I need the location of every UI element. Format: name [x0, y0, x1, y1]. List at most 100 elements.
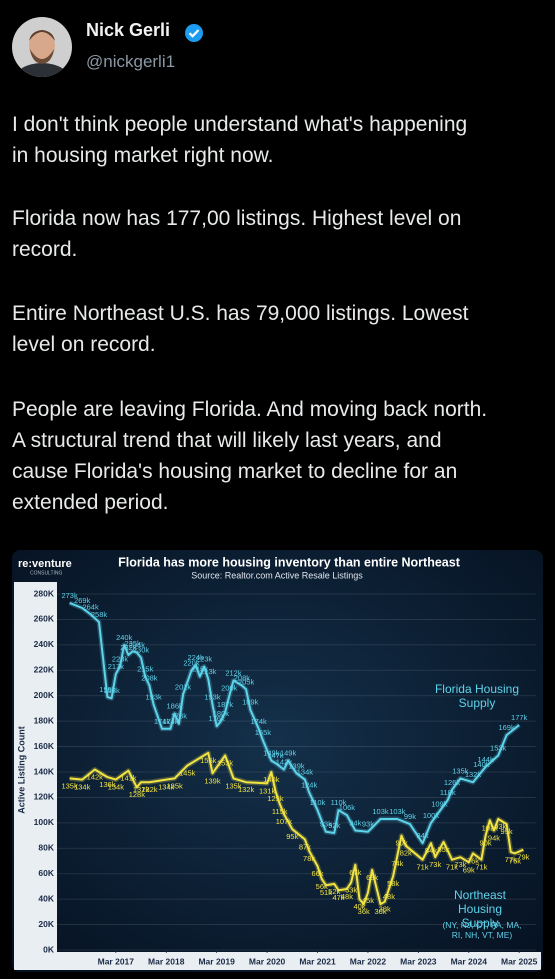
- data-label: 269k: [74, 596, 91, 605]
- series-line: [69, 601, 520, 845]
- data-label: 174k: [154, 717, 171, 726]
- data-label: 153k: [217, 758, 234, 767]
- data-label: 85k: [438, 845, 450, 854]
- x-tick-label: Mar 2023: [400, 956, 437, 966]
- data-label: 52k: [328, 887, 340, 896]
- y-tick-label: 20K: [38, 919, 54, 929]
- data-label: 103k: [389, 807, 406, 816]
- data-label: 48k: [383, 892, 395, 901]
- data-label: 56k: [316, 882, 328, 891]
- data-label: 102k: [482, 823, 499, 832]
- data-label: 135k: [225, 781, 242, 790]
- data-label: 135k: [167, 781, 184, 790]
- logo-sub: CONSULTING: [30, 570, 63, 576]
- data-label: 176k: [209, 714, 226, 723]
- user-name[interactable]: Nick Gerli: [86, 20, 171, 40]
- data-label: 47k: [332, 893, 344, 902]
- data-label: 71k: [446, 863, 458, 872]
- data-label: 103k: [372, 807, 389, 816]
- data-label: 193k: [146, 693, 163, 702]
- data-label: 93k: [362, 820, 374, 829]
- data-label: 155k: [200, 756, 217, 765]
- data-label: 134k: [297, 768, 314, 777]
- data-label: 74k: [391, 859, 403, 868]
- tweet-line: record.: [12, 238, 78, 261]
- data-label: 99k: [404, 812, 416, 821]
- data-label: 232k: [120, 643, 137, 652]
- data-label: 36k: [358, 907, 370, 916]
- data-label: 103k: [490, 822, 507, 831]
- data-label: 139k: [288, 761, 305, 770]
- chart-image[interactable]: re:venture CONSULTING Florida has more h…: [12, 550, 543, 972]
- tweet-line: Florida now has 177,00 listings. Highest…: [12, 207, 462, 230]
- data-label: 264k: [82, 602, 99, 611]
- data-label: 189k: [242, 698, 259, 707]
- data-label: 169k: [498, 723, 515, 732]
- data-label: 87k: [299, 842, 311, 851]
- y-tick-label: 160K: [34, 741, 55, 751]
- data-label: 142k: [87, 772, 104, 781]
- data-label: 71k: [475, 863, 487, 872]
- data-label: 135k: [452, 766, 469, 775]
- series-detail: (NY, NJ, CT, PA, MA, RI, NH, VT, ME): [442, 920, 522, 940]
- x-tick-label: Mar 2024: [451, 956, 488, 966]
- data-label: 66k: [311, 869, 323, 878]
- data-label: 140k: [263, 775, 280, 784]
- data-label: 106k: [339, 803, 356, 812]
- data-label: 208k: [234, 674, 251, 683]
- tweet-line: level on record.: [12, 333, 156, 356]
- data-label: 212k: [225, 668, 242, 677]
- data-label: 235k: [124, 639, 141, 648]
- data-label: 92k: [328, 821, 340, 830]
- data-label: 128k: [129, 790, 146, 799]
- verified-badge: [185, 24, 203, 42]
- data-label: 139k: [204, 776, 221, 785]
- data-label: 90k: [480, 839, 492, 848]
- data-label: 201k: [175, 682, 192, 691]
- chart: re:venture CONSULTING Florida has more h…: [12, 550, 543, 972]
- y-tick-label: 140K: [34, 766, 55, 776]
- data-label: 79k: [517, 853, 529, 862]
- y-axis-strip: [14, 582, 57, 970]
- data-label: 165k: [255, 728, 272, 737]
- data-label: 118k: [440, 788, 456, 797]
- x-tick-label: Mar 2020: [249, 956, 286, 966]
- y-axis-label: Active Listing Count: [16, 726, 26, 814]
- data-label: 82k: [400, 849, 412, 858]
- data-label: 258k: [91, 610, 108, 619]
- data-label: 140k: [473, 760, 490, 769]
- data-label: 223k: [196, 654, 213, 663]
- data-label: 193k: [204, 693, 221, 702]
- tweet-line: extended period.: [12, 491, 169, 514]
- x-tick-label: Mar 2019: [198, 956, 235, 966]
- y-tick-label: 220K: [34, 665, 55, 675]
- data-label: 134k: [158, 783, 175, 792]
- tweet-line: Entire Northeast U.S. has 79,000 listing…: [12, 302, 469, 325]
- data-label: 36k: [374, 907, 386, 916]
- y-tick-label: 240K: [34, 639, 55, 649]
- avatar[interactable]: [8, 13, 78, 83]
- tweet-line: cause Florida's housing market to declin…: [12, 460, 458, 483]
- data-label: 240k: [116, 633, 133, 642]
- y-tick-label: 40K: [38, 893, 54, 903]
- y-tick-label: 180K: [34, 715, 55, 725]
- data-label: 53k: [345, 886, 357, 895]
- chart-background: [12, 550, 543, 972]
- user-handle[interactable]: @nickgerli1: [86, 52, 176, 71]
- data-label: 132k: [465, 770, 482, 779]
- data-label: 69k: [463, 865, 475, 874]
- data-label: 93k: [320, 820, 332, 829]
- data-label: 199k: [99, 685, 116, 694]
- data-label: 136k: [99, 780, 116, 789]
- data-label: 76k: [509, 856, 521, 865]
- data-label: 135k: [61, 781, 78, 790]
- data-label: 234k: [129, 640, 146, 649]
- data-label: 215k: [192, 665, 209, 674]
- data-label: 48k: [341, 892, 353, 901]
- series-line: [69, 751, 524, 906]
- x-tick-label: Mar 2017: [98, 956, 135, 966]
- data-label: 131k: [259, 786, 276, 795]
- data-label: 71k: [417, 863, 429, 872]
- x-tick-label: Mar 2025: [501, 956, 538, 966]
- data-label: 134k: [74, 783, 91, 792]
